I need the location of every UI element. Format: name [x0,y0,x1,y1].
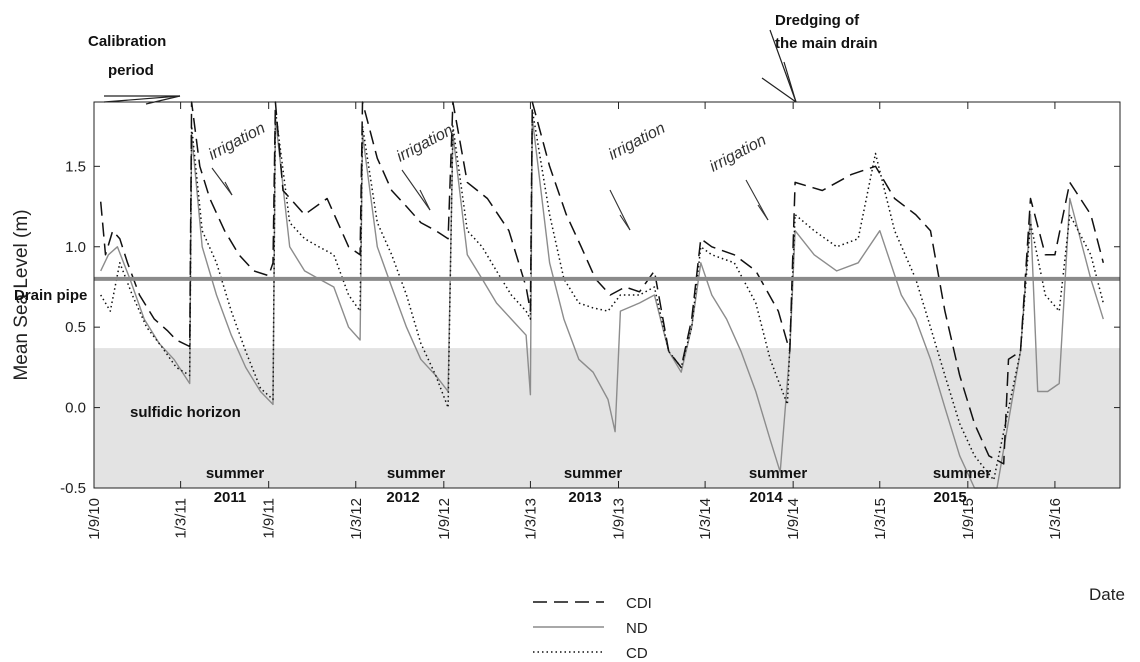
x-axis-label: Date [1089,585,1125,604]
x-tick-label: 1/3/14 [697,498,714,540]
x-tick-label: 1/9/15 [960,498,977,540]
x-tick-label: 1/9/13 [611,498,628,540]
y-tick-label: 1.0 [65,239,86,256]
legend: CDI ND CD [533,595,652,662]
x-tick-label: 1/9/11 [261,498,278,539]
legend-label-nd: ND [626,620,648,637]
y-tick-label: 0.5 [65,319,86,336]
summer-label-2011: summer [206,465,265,482]
year-label-2012: 2012 [386,489,419,506]
year-label-2014: 2014 [749,489,783,506]
x-tick-label: 1/9/14 [785,498,802,540]
summer-label-2014: summer [749,465,808,482]
calibration-arrow [103,95,181,105]
drain-pipe-label: Drain pipe [14,287,87,304]
x-tick-label: 1/3/12 [348,498,365,540]
summer-label-2012: summer [387,465,446,482]
x-tick-label: 1/3/11 [173,498,190,539]
year-label-2015: 2015 [933,489,966,506]
y-tick-label: -0.5 [60,480,86,497]
calibration-label-line1: Calibration [88,33,166,50]
y-tick-label: 0.0 [65,400,86,417]
irrigation-label-2: irrigation [394,122,456,166]
year-label-2013: 2013 [568,489,601,506]
series-line-nd [100,117,1104,489]
dredging-label-line1: Dredging of [775,12,860,29]
sulfidic-horizon-label: sulfidic horizon [130,404,241,421]
legend-label-cdi: CDI [626,595,652,612]
irrigation-label-4: irrigation [707,132,769,176]
irrigation-arrows [211,167,769,231]
summer-label-2015: summer [933,465,992,482]
dredging-arrow [761,29,797,103]
x-tick-label: 1/9/10 [86,498,103,540]
x-tick-label: 1/3/13 [522,498,539,540]
calibration-label-line2: period [108,62,154,79]
plot-frame [93,101,1121,489]
axis-ticks: -0.5 0.0 0.5 1.0 1.5 1/9/10 1/3/11 1/9/11 1/3/12… [60,102,1120,540]
x-tick-label: 1/3/15 [872,498,889,540]
year-label-2011: 2011 [214,489,247,506]
y-tick-label: 1.5 [65,158,86,175]
sulfidic-horizon-band [94,348,1120,488]
x-tick-label: 1/3/16 [1047,498,1064,540]
y-axis-label: Mean Sea Level (m) [11,209,32,380]
dredging-label-line2: the main drain [775,35,878,52]
summer-label-2013: summer [564,465,623,482]
x-tick-label: 1/9/12 [436,498,453,540]
legend-label-cd: CD [626,645,648,662]
irrigation-label-3: irrigation [606,120,668,164]
irrigation-label-1: irrigation [206,120,268,164]
